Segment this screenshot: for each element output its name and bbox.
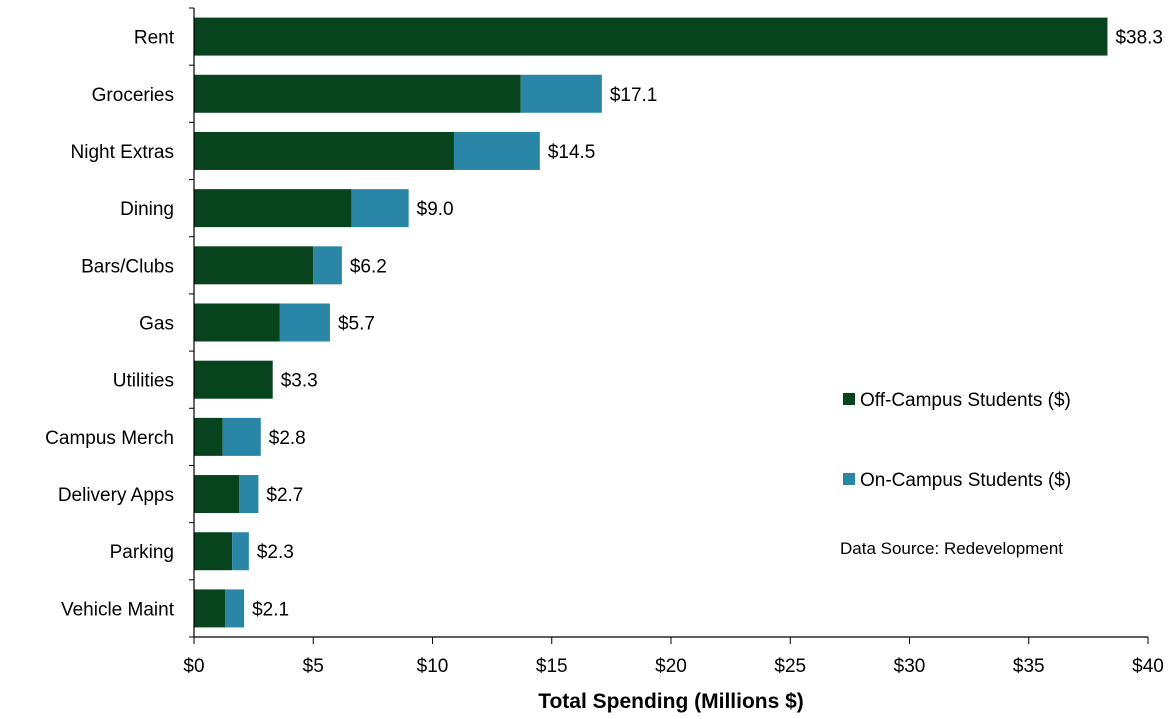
bar-off-campus-1 [194,74,521,113]
bar-off-campus-0 [194,17,1108,56]
data-label: $2.1 [252,599,289,620]
category-label: Gas [139,314,174,335]
bar-on-campus-4 [313,246,342,285]
bar-off-campus-4 [194,246,314,285]
category-label: Campus Merch [45,428,174,449]
legend-label: Off-Campus Students ($) [860,390,1071,411]
bar-off-campus-10 [194,589,226,628]
category-label: Vehicle Maint [61,599,175,620]
bar-on-campus-2 [453,131,540,170]
bar-on-campus-5 [279,303,330,342]
bar-off-campus-2 [194,131,454,170]
data-label: $17.1 [610,85,658,106]
legend-swatch [843,393,855,405]
x-tick-label: $15 [536,656,568,677]
x-tick-label: $25 [774,656,806,677]
bar-on-campus-9 [232,532,249,571]
data-label: $38.3 [1115,28,1163,49]
y-axis: Rent Groceries Night Extras Dining Bars/Club… [45,7,195,638]
bar-on-campus-7 [222,417,261,456]
legend-on-campus: On-Campus Students ($) [843,470,1071,491]
data-label: $14.5 [548,142,596,163]
x-tick-label: $10 [417,656,449,677]
bar-off-campus-6 [194,360,273,399]
category-label: Parking [110,542,174,563]
x-axis-title: Total Spending (Millions $) [538,690,804,713]
data-label: $9.0 [417,199,454,220]
bar-off-campus-7 [194,417,223,456]
data-label: $2.8 [269,428,306,449]
data-label: $6.2 [350,256,387,277]
x-tick-label: $30 [894,656,926,677]
bar-on-campus-8 [239,475,259,514]
legend: Off-Campus Students ($) On-Campus Student… [843,390,1071,491]
legend-swatch [843,473,855,485]
category-label: Night Extras [71,142,174,163]
bar-on-campus-10 [225,589,245,628]
legend-label: On-Campus Students ($) [860,470,1071,491]
x-tick-label: $5 [303,656,324,677]
data-label: $2.3 [257,542,294,563]
category-label: Bars/Clubs [81,256,174,277]
x-tick-label: $20 [655,656,687,677]
bars-group [194,17,1108,628]
legend-off-campus: Off-Campus Students ($) [843,390,1071,411]
data-labels-group: $38.3 $17.1 $14.5 $9.0 $6.2 $5.7 $3.3 $2.8 $2.7 $… [252,28,1163,621]
category-label: Utilities [113,371,174,392]
bar-off-campus-9 [194,532,233,571]
data-label: $3.3 [281,371,318,392]
x-tick-label: $0 [183,656,204,677]
category-label: Rent [134,28,175,49]
x-tick-label: $35 [1013,656,1045,677]
bar-on-campus-1 [520,74,602,113]
bar-on-campus-3 [351,189,409,228]
bar-off-campus-5 [194,303,280,342]
category-label: Dining [120,199,174,220]
bar-off-campus-3 [194,189,352,228]
x-tick-label: $40 [1132,656,1164,677]
data-label: $5.7 [338,314,375,335]
data-source-note: Data Source: Redevelopment [840,539,1063,558]
category-label: Groceries [92,85,174,106]
bar-off-campus-8 [194,475,240,514]
data-label: $2.7 [266,485,303,506]
category-label: Delivery Apps [58,485,174,506]
x-axis: $0 $5 $10 $15 $20 $25 $30 $35 $40 [183,636,1164,677]
